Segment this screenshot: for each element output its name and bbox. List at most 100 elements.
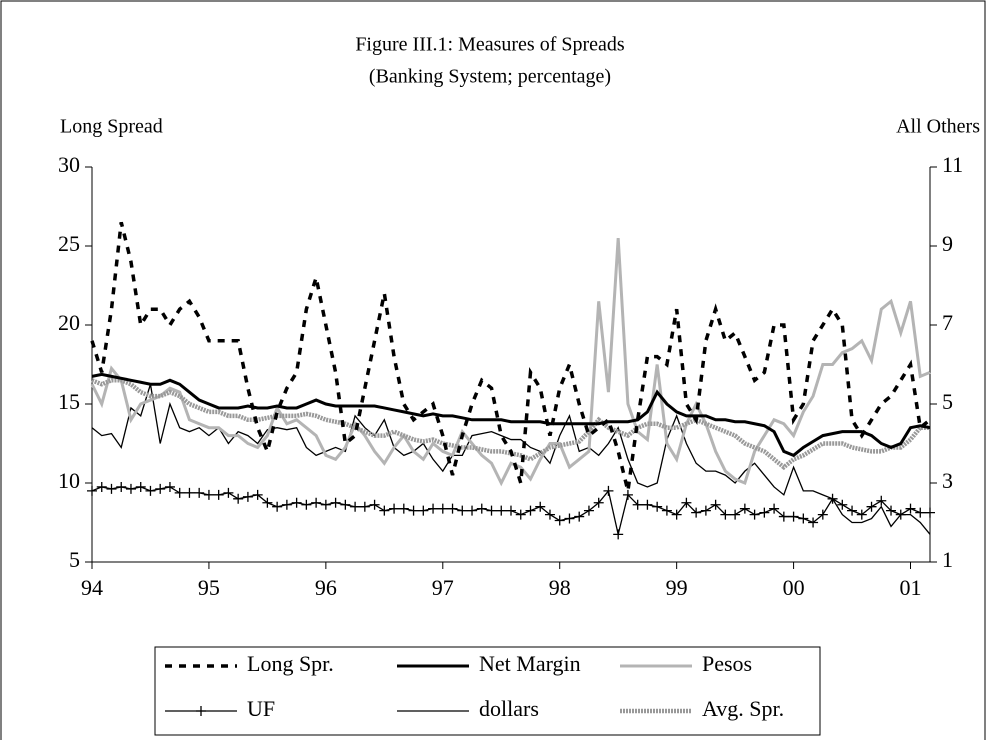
- y-tick-label: 20: [58, 310, 80, 335]
- marker: [798, 513, 809, 524]
- marker: [642, 499, 653, 510]
- y2-axis-label: All Others: [896, 116, 980, 138]
- marker: [116, 481, 127, 492]
- marker: [320, 499, 331, 510]
- marker: [350, 501, 361, 512]
- marker: [476, 503, 487, 514]
- marker: [252, 489, 263, 500]
- marker: [389, 503, 400, 514]
- x-tick-label: 96: [315, 575, 337, 600]
- marker: [778, 511, 789, 522]
- chart-title: Figure III.1: Measures of Spreads: [355, 34, 625, 56]
- y-tick-label: 25: [58, 231, 80, 256]
- marker: [272, 501, 283, 512]
- legend-label: Net Margin: [479, 651, 581, 676]
- marker: [564, 513, 575, 524]
- marker: [593, 497, 604, 508]
- marker: [194, 487, 205, 498]
- x-tick-label: 99: [666, 575, 688, 600]
- legend-label: dollars: [479, 696, 539, 721]
- marker: [203, 489, 214, 500]
- marker: [437, 503, 448, 514]
- marker: [632, 499, 643, 510]
- legend-label: Avg. Spr.: [702, 696, 784, 721]
- y-tick-label: 5: [69, 547, 80, 572]
- marker: [554, 515, 565, 526]
- marker: [866, 501, 877, 512]
- marker: [174, 487, 185, 498]
- marker: [311, 497, 322, 508]
- marker: [428, 503, 439, 514]
- marker: [340, 499, 351, 510]
- marker: [467, 505, 478, 516]
- marker: [827, 493, 838, 504]
- marker: [457, 505, 468, 516]
- marker: [886, 505, 897, 516]
- series-line: [91, 384, 931, 535]
- marker: [242, 491, 253, 502]
- marker: [262, 497, 273, 508]
- marker: [583, 505, 594, 516]
- legend: [154, 646, 821, 736]
- marker: [369, 499, 380, 510]
- x-tick-label: 00: [783, 575, 805, 600]
- y2-tick-label: 5: [942, 389, 953, 414]
- marker: [661, 505, 672, 516]
- y-tick-label: 30: [58, 152, 80, 177]
- x-tick-label: 98: [549, 575, 571, 600]
- marker: [379, 505, 390, 516]
- marker: [730, 509, 741, 520]
- marker: [544, 509, 555, 520]
- marker: [145, 485, 156, 496]
- marker: [506, 505, 516, 516]
- marker: [106, 483, 117, 494]
- marker: [925, 507, 935, 518]
- marker: [281, 499, 292, 510]
- series-line: [90, 221, 932, 492]
- y-tick-label: 10: [58, 468, 80, 493]
- y-axis-label: Long Spread: [60, 116, 163, 138]
- marker: [125, 483, 136, 494]
- marker: [700, 505, 711, 516]
- marker: [905, 503, 916, 514]
- marker: [847, 505, 858, 516]
- marker: [691, 507, 702, 518]
- legend-label: Pesos: [702, 651, 752, 676]
- marker: [515, 509, 526, 520]
- marker: [184, 487, 195, 498]
- marker: [486, 505, 497, 516]
- marker: [769, 503, 780, 514]
- marker: [301, 499, 312, 510]
- y2-tick-label: 1: [942, 547, 953, 572]
- y2-tick-label: 3: [942, 468, 953, 493]
- y2-tick-label: 11: [942, 152, 963, 177]
- marker: [915, 507, 926, 518]
- marker: [759, 507, 770, 518]
- marker: [398, 503, 409, 514]
- marker: [720, 509, 731, 520]
- marker: [535, 501, 546, 512]
- marker: [603, 485, 614, 496]
- y2-tick-label: 7: [942, 310, 953, 335]
- series-line: [91, 372, 931, 458]
- marker: [574, 511, 585, 522]
- marker: [876, 495, 887, 506]
- marker: [408, 505, 419, 516]
- marker: [155, 483, 166, 494]
- marker: [96, 481, 107, 492]
- marker: [87, 485, 97, 496]
- marker: [710, 499, 721, 510]
- x-tick-label: 94: [81, 575, 103, 600]
- marker: [496, 505, 507, 516]
- y-tick-label: 15: [58, 389, 80, 414]
- marker: [359, 501, 370, 512]
- x-tick-label: 01: [900, 575, 922, 600]
- marker: [788, 511, 799, 522]
- marker: [135, 481, 146, 492]
- chart-subtitle: (Banking System; percentage): [369, 66, 611, 88]
- legend-label: Long Spr.: [247, 651, 334, 676]
- marker: [837, 499, 848, 510]
- marker: [622, 489, 633, 500]
